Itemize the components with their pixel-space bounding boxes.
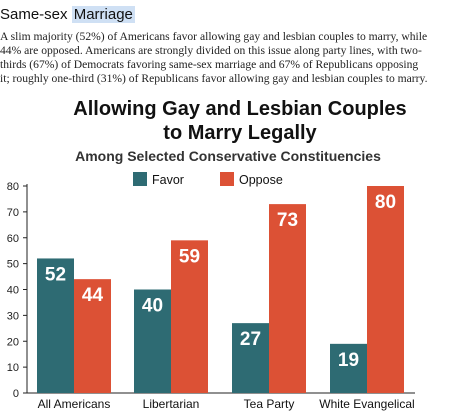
x-category-label: Libertarian: [143, 397, 200, 411]
x-category-label: All Americans: [38, 397, 111, 411]
data-label: 27: [240, 329, 261, 350]
x-category-label: Tea Party: [244, 397, 295, 411]
y-tick-label: 20: [7, 336, 19, 348]
legend-label: Favor: [152, 173, 184, 187]
legend-swatch-favor: [133, 172, 147, 186]
section-heading: Same-sex Marriage: [0, 6, 135, 23]
data-label: 40: [142, 296, 163, 317]
bar-favor: [37, 258, 74, 393]
chart-subtitle: Among Selected Conservative Constituenci…: [75, 148, 381, 164]
bar-oppose: [367, 186, 404, 393]
data-label: 52: [45, 264, 66, 285]
data-label: 44: [82, 285, 104, 306]
section-heading-plain: Same-sex: [0, 6, 72, 23]
x-axis-labels: All Americans Libertarian Tea Party White E…: [38, 397, 415, 411]
y-tick-label: 80: [7, 181, 19, 193]
legend-label: Oppose: [239, 173, 283, 187]
y-tick-label: 50: [7, 259, 19, 271]
bars: 52 44 40 59 27 73 19 80: [37, 186, 404, 393]
chart-title-line-2: to Marry Legally: [163, 122, 317, 144]
y-tick-label: 40: [7, 285, 19, 297]
chart-title-line-1: Allowing Gay and Lesbian Couples: [73, 98, 406, 120]
y-tick-label: 30: [7, 310, 19, 322]
intro-line: it; roughly one-third (31%) of Republica…: [0, 72, 428, 85]
intro-paragraph: A slim majority (52%) of Americans favor…: [0, 30, 474, 86]
y-tick-label: 70: [7, 207, 19, 219]
intro-line: 44% are opposed. Americans are strongly …: [0, 44, 422, 57]
data-label: 80: [375, 192, 396, 213]
bar-oppose: [74, 279, 111, 393]
bar-favor: [134, 289, 171, 393]
bar-favor: [330, 343, 367, 393]
data-label: 59: [179, 246, 200, 267]
data-label: 73: [277, 210, 298, 231]
data-label: 19: [338, 350, 359, 371]
legend-swatch-oppose: [220, 172, 234, 186]
chart-legend: Favor Oppose: [133, 172, 283, 187]
bar-oppose: [171, 240, 208, 393]
y-tick-label: 60: [7, 233, 19, 245]
intro-line: A slim majority (52%) of Americans favor…: [0, 30, 428, 43]
y-tick-label: 10: [7, 362, 19, 374]
x-category-label: White Evangelical: [319, 397, 414, 411]
section-heading-highlight: Marriage: [71, 6, 135, 23]
bar-oppose: [269, 204, 306, 393]
bar-favor: [232, 323, 269, 393]
intro-line: thirds (67%) of Democrats favoring same-…: [0, 58, 419, 71]
y-tick-label: 0: [13, 388, 19, 400]
